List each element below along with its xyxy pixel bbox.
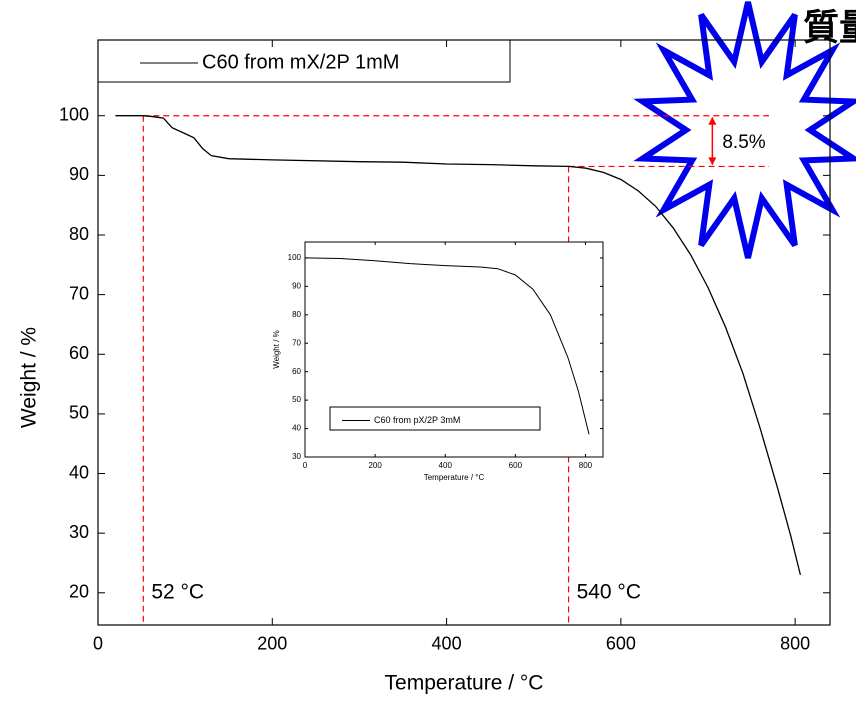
legend-label: C60 from mX/2P 1mM (202, 51, 399, 73)
y-tick-label: 100 (59, 104, 89, 124)
x-axis-label: Temperature / °C (424, 473, 485, 482)
y-tick-label: 40 (292, 424, 301, 433)
marker-label: 52 °C (151, 581, 204, 604)
y-tick-label: 40 (69, 462, 89, 482)
y-tick-label: 90 (292, 281, 301, 290)
y-tick-label: 60 (292, 367, 301, 376)
marker-label: 540 °C (577, 581, 641, 604)
plot-frame (304, 241, 604, 458)
y-tick-label: 90 (69, 164, 89, 184)
legend-label: C60 from pX/2P 3mM (374, 415, 460, 425)
starburst (633, 1, 856, 259)
y-axis-label: Weight / % (18, 327, 41, 428)
x-tick-label: 800 (579, 461, 593, 470)
level-label: 8.5% (722, 132, 765, 153)
y-tick-label: 30 (69, 522, 89, 542)
x-tick-label: 200 (257, 634, 287, 654)
legend-box (329, 406, 541, 431)
x-axis-label: Temperature / °C (385, 671, 544, 694)
legend-box (97, 39, 511, 83)
y-axis-label: Weight / % (272, 330, 281, 369)
y-tick-label: 70 (69, 283, 89, 303)
inset-background (305, 242, 603, 457)
x-tick-label: 600 (606, 634, 636, 654)
y-tick-label: 60 (69, 343, 89, 363)
x-tick-label: 0 (93, 634, 103, 654)
y-tick-label: 80 (292, 310, 301, 319)
series-line (304, 257, 590, 435)
y-tick-label: 80 (69, 224, 89, 244)
y-tick-label: 30 (292, 452, 301, 461)
y-tick-label: 50 (292, 395, 301, 404)
x-tick-label: 0 (303, 461, 308, 470)
x-tick-label: 400 (432, 634, 462, 654)
y-tick-label: 100 (288, 253, 302, 262)
x-tick-label: 200 (368, 461, 382, 470)
y-tick-label: 50 (69, 403, 89, 423)
y-tick-label: 20 (69, 582, 89, 602)
x-tick-label: 800 (780, 634, 810, 654)
x-tick-label: 600 (509, 461, 523, 470)
series-line (115, 115, 802, 576)
x-tick-label: 400 (439, 461, 453, 470)
y-tick-label: 70 (292, 338, 301, 347)
